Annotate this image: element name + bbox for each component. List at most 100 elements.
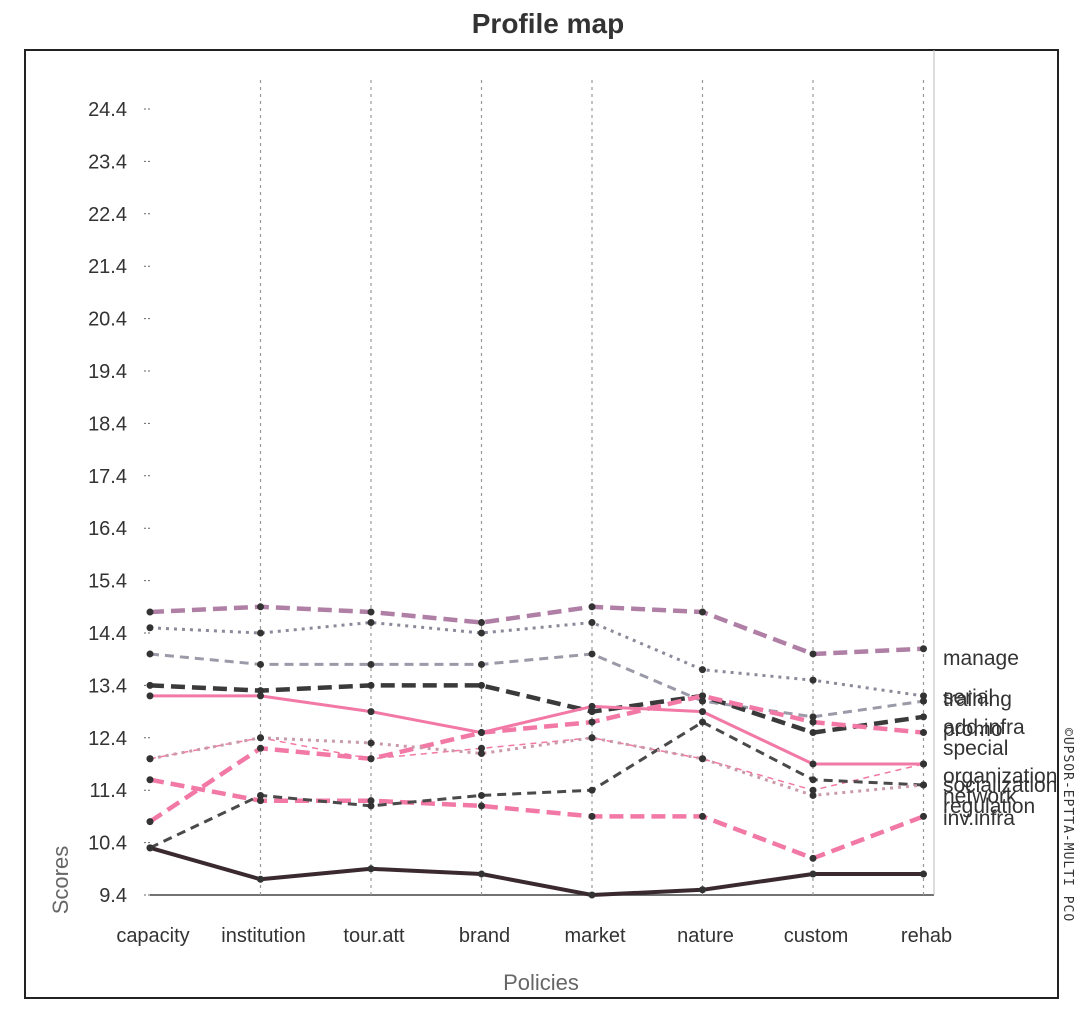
point-serial-institution (257, 629, 264, 637)
series-label-serial: serial (943, 686, 993, 709)
series-label-promo: promo (943, 718, 1003, 741)
point-network-rehab (920, 812, 927, 820)
point-organization-rehab (920, 760, 927, 768)
point-add.infra-market (588, 708, 596, 716)
point-manage-nature (699, 608, 706, 616)
y-tick-label: 23.4 (88, 151, 127, 173)
y-tick-label: 17.4 (88, 466, 127, 488)
vertical-gridlines (259, 80, 925, 895)
point-training-institution (257, 660, 264, 668)
x-tick-label-nature: nature (677, 925, 734, 947)
series-line-socialization (149, 720, 924, 850)
series-lines (146, 603, 927, 899)
point-network-brand (478, 802, 485, 810)
series-label-network: network (943, 785, 1017, 808)
point-serial-market (588, 619, 596, 627)
series-line-training (149, 652, 924, 719)
point-regulation-market (588, 734, 596, 742)
series-line-add.infra (149, 683, 924, 735)
point-add.infra-rehab (920, 713, 927, 721)
point-serial-capacity (146, 624, 154, 632)
point-promo-nature (699, 708, 706, 716)
chart-frame (24, 49, 1059, 999)
point-regulation-brand (478, 750, 485, 758)
point-add.infra-brand (478, 681, 485, 689)
y-axis-title: Scores (48, 846, 73, 914)
point-promo-tour.att (367, 708, 375, 716)
point-training-capacity (146, 650, 154, 658)
point-add.infra-institution (257, 687, 264, 695)
x-axis: capacity institution tour.att brand market na… (116, 925, 952, 947)
point-manage-rehab (920, 645, 927, 653)
point-manage-capacity (146, 608, 154, 616)
point-inv.infra-tour.att (367, 865, 375, 873)
point-serial-brand (478, 629, 485, 637)
point-promo-market (588, 702, 596, 710)
y-tick-label: 13.4 (88, 675, 127, 697)
x-axis-title: Policies (503, 970, 579, 995)
point-socialization-brand (478, 791, 485, 799)
point-promo-institution (257, 692, 264, 700)
point-organization-custom (809, 786, 817, 794)
point-training-custom (809, 713, 817, 721)
series-label-special: special (943, 737, 1008, 760)
point-promo-custom (809, 760, 817, 768)
series-label-regulation: regulation (943, 795, 1035, 818)
series-label-organization: organization (943, 765, 1057, 788)
point-manage-custom (809, 650, 817, 658)
y-tick-label: 22.4 (88, 204, 127, 226)
point-promo-capacity (146, 692, 154, 700)
point-special-institution (257, 744, 264, 752)
point-manage-brand (478, 619, 485, 627)
copyright-watermark: ©UPSOR-EPTTA-MULTI PCO (1060, 728, 1075, 922)
x-tick-label-capacity: capacity (116, 925, 189, 947)
point-manage-market (588, 603, 596, 611)
point-training-market (588, 650, 596, 658)
point-network-tour.att (367, 797, 375, 805)
y-tick-label: 15.4 (88, 571, 127, 593)
x-tick-label-custom: custom (784, 925, 848, 947)
point-regulation-rehab (920, 781, 927, 789)
y-tick-label: 16.4 (88, 518, 127, 540)
x-tick-label-rehab: rehab (901, 925, 952, 947)
point-socialization-nature (699, 718, 706, 726)
point-socialization-tour.att (367, 802, 375, 810)
point-training-brand (478, 660, 485, 668)
series-line-inv.infra (149, 845, 924, 897)
point-add.infra-custom (809, 729, 817, 737)
point-manage-tour.att (367, 608, 375, 616)
series-label-training: training (943, 688, 1012, 711)
point-regulation-tour.att (367, 739, 375, 747)
x-tick-label-institution: institution (221, 925, 306, 947)
point-special-nature (699, 692, 706, 700)
point-regulation-nature (699, 755, 706, 763)
point-regulation-institution (257, 734, 264, 742)
point-training-tour.att (367, 660, 375, 668)
y-tick-label: 10.4 (88, 833, 127, 855)
series-line-organization (149, 737, 924, 791)
point-inv.infra-market (588, 891, 596, 899)
point-socialization-custom (809, 776, 817, 784)
point-network-custom (809, 854, 817, 862)
series-line-regulation (149, 736, 924, 797)
x-tick-label-market: market (564, 925, 626, 947)
point-serial-custom (809, 676, 817, 684)
series-line-network (149, 777, 925, 861)
y-tick-label: 12.4 (88, 728, 127, 750)
point-inv.infra-nature (699, 886, 706, 894)
point-training-rehab (920, 697, 927, 705)
point-network-market (588, 812, 596, 820)
point-add.infra-capacity (146, 681, 154, 689)
y-tick-label: 18.4 (88, 413, 127, 435)
chart-title: Profile map (472, 8, 624, 39)
point-special-custom (809, 718, 817, 726)
point-special-market (588, 718, 596, 726)
x-tick-label-brand: brand (459, 925, 510, 947)
y-tick-label: 24.4 (88, 99, 127, 121)
series-line-manage (149, 604, 924, 657)
point-training-nature (699, 697, 706, 705)
series-label-manage: manage (943, 647, 1019, 670)
series-label-add.infra: add.infra (943, 716, 1025, 739)
point-organization-brand (478, 744, 485, 752)
